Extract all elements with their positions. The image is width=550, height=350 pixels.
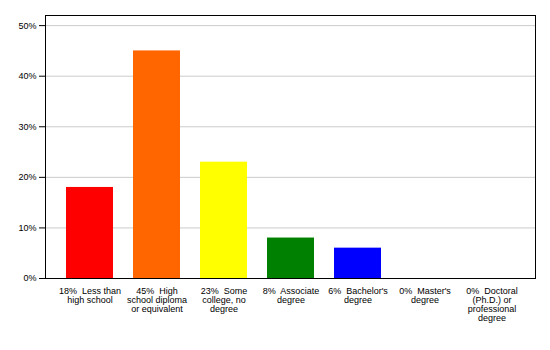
svg-text:40%: 40% <box>18 71 36 81</box>
svg-text:18% Less thanhigh school: 18% Less thanhigh school <box>59 286 121 305</box>
svg-text:6% Bachelor'sdegree: 6% Bachelor'sdegree <box>328 286 388 305</box>
svg-text:0% Master'sdegree: 0% Master'sdegree <box>399 286 451 305</box>
svg-text:10%: 10% <box>18 223 36 233</box>
svg-text:0%: 0% <box>23 273 36 283</box>
svg-text:8% Associatedegree: 8% Associatedegree <box>263 286 320 305</box>
svg-text:20%: 20% <box>18 172 36 182</box>
svg-text:50%: 50% <box>18 20 36 30</box>
svg-text:0% Doctoral(Ph.D.) orprofessi: 0% Doctoral(Ph.D.) orprofessionaldegree <box>466 286 518 323</box>
svg-text:30%: 30% <box>18 122 36 132</box>
svg-text:23% Somecollege, nodegree: 23% Somecollege, nodegree <box>201 286 248 314</box>
svg-text:45% Highschool diplomaor equi: 45% Highschool diplomaor equivalent <box>127 286 187 314</box>
